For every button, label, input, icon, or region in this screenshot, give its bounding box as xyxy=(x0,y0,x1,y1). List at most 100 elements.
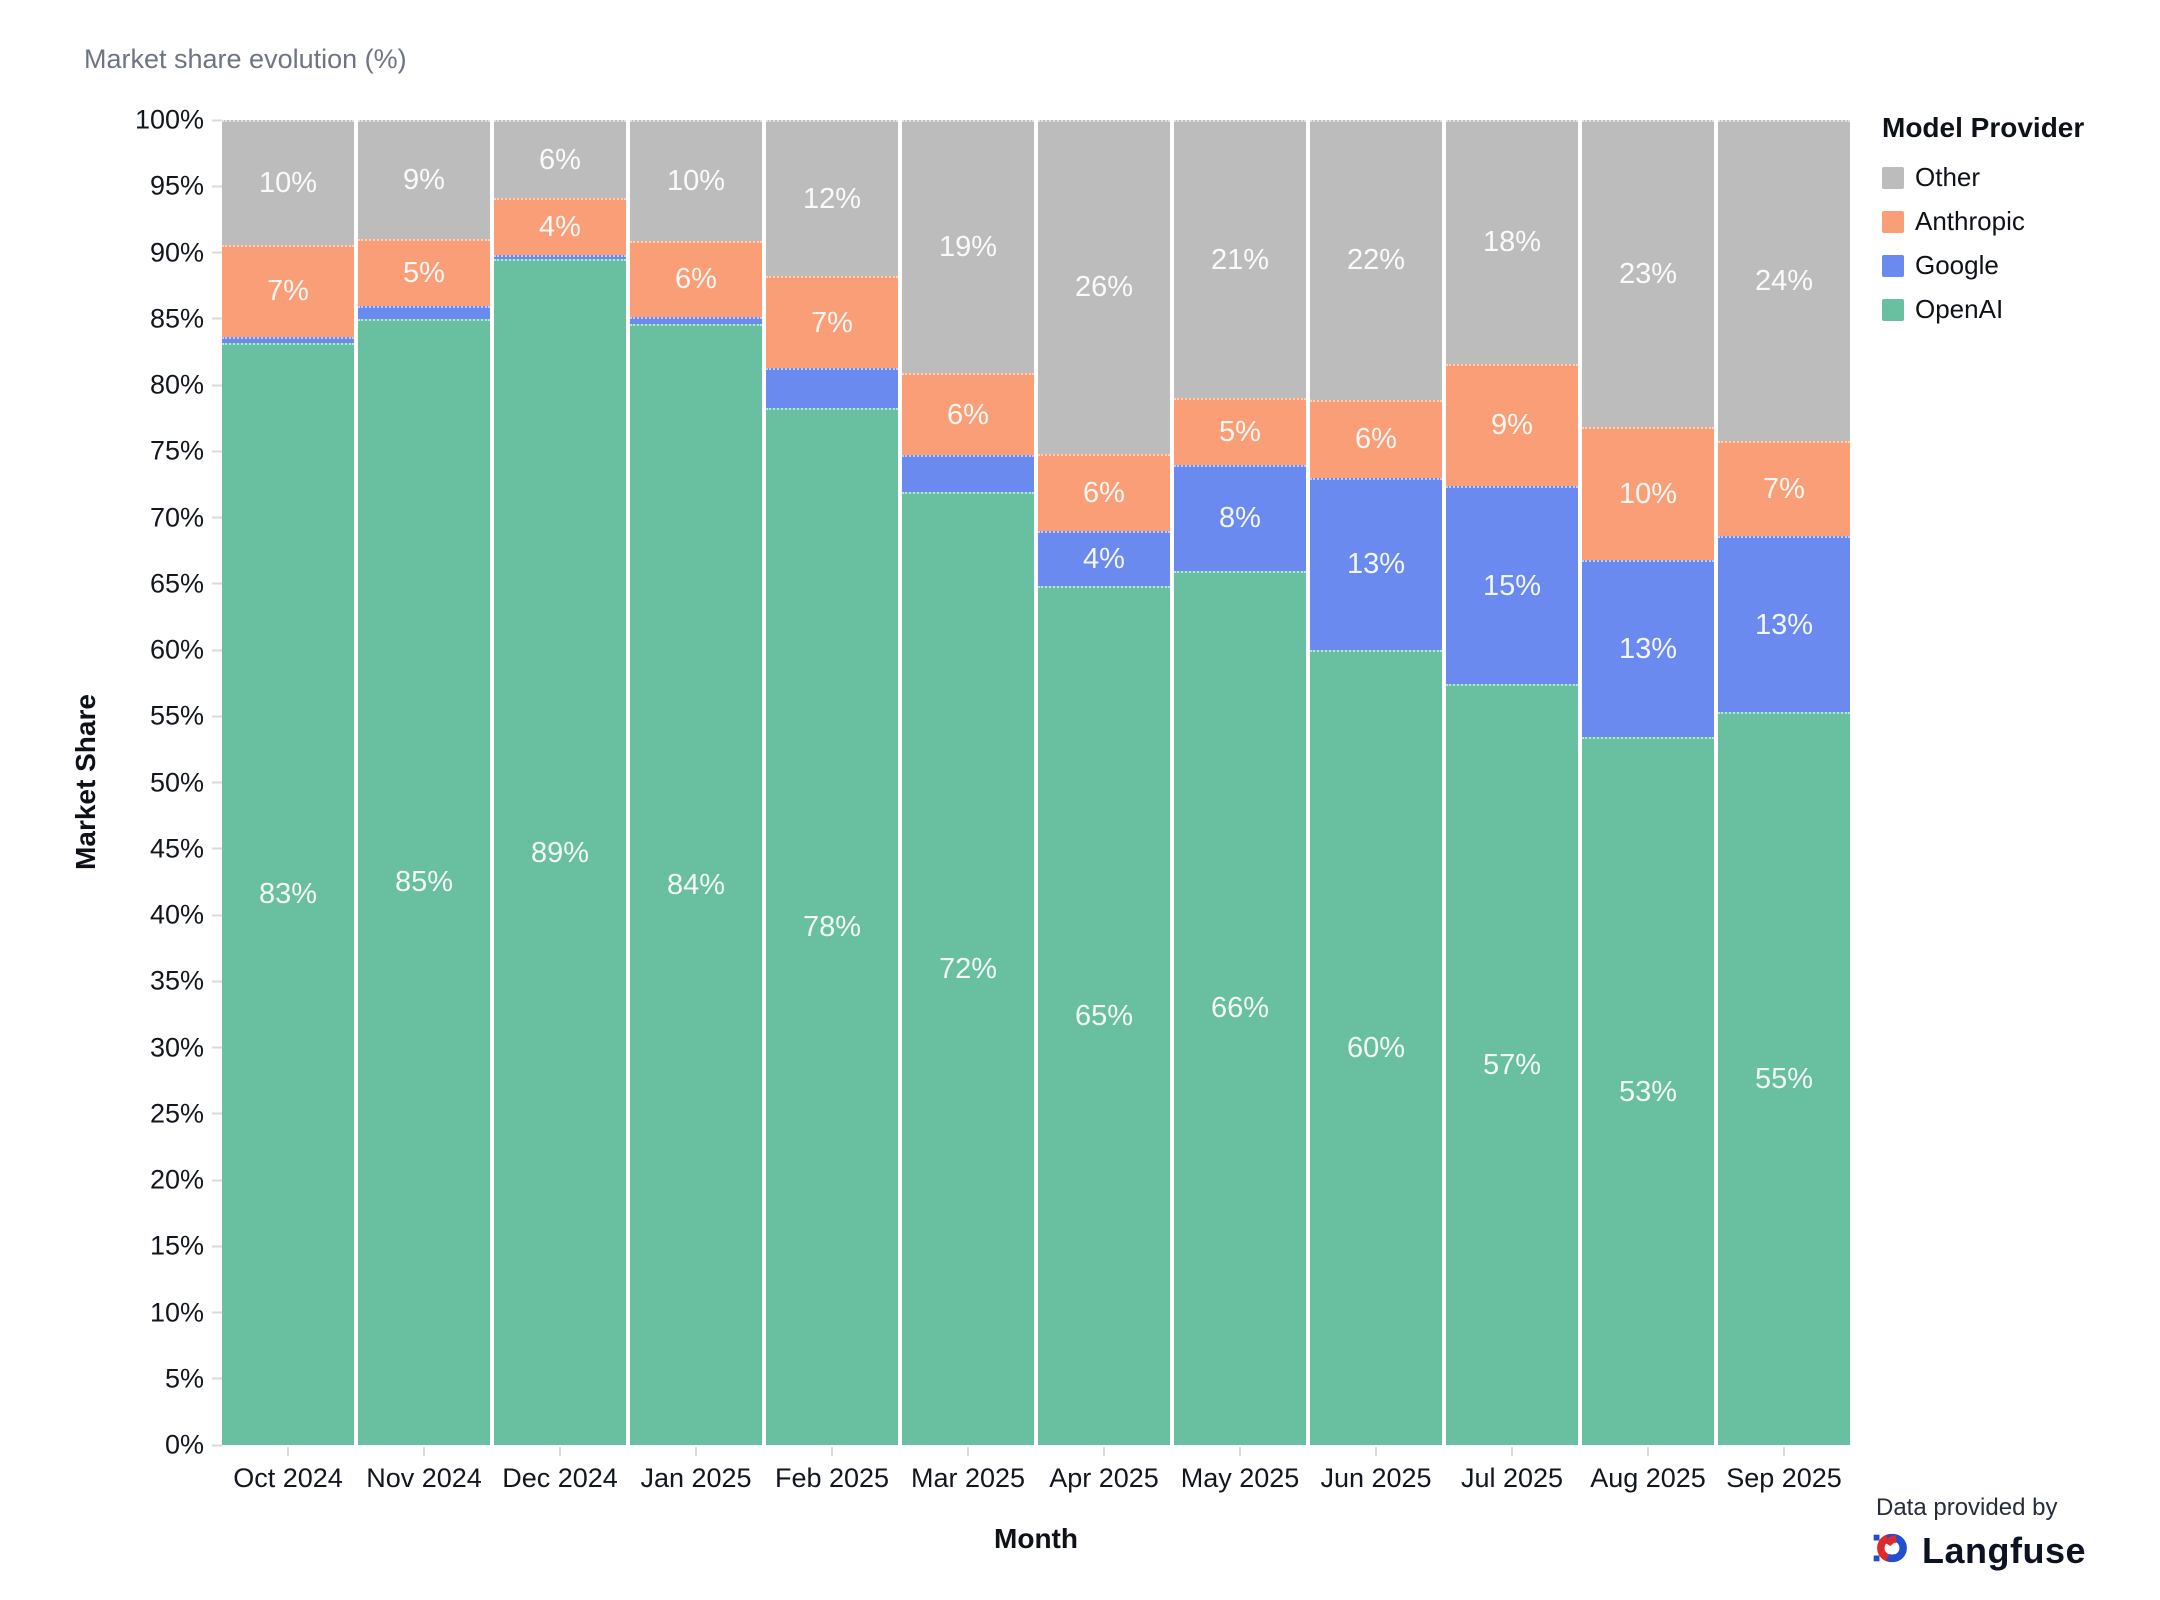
y-tick-label: 45% xyxy=(149,833,204,864)
x-axis: Oct 2024 Nov 2024 Dec 2024 Jan 2025 Feb 2025… xyxy=(222,1447,1850,1494)
x-tick-mark xyxy=(287,1447,289,1456)
segment-openai: 83% xyxy=(222,342,354,1445)
x-tick-mar-2025: Mar 2025 xyxy=(902,1447,1034,1494)
segment-value-label: 9% xyxy=(1491,409,1533,442)
bar-jan-2025: 10% 6% 84% xyxy=(630,120,762,1445)
segment-value-label: 57% xyxy=(1482,1049,1542,1082)
segment-google: 4% xyxy=(1038,530,1170,587)
segment-other: 10% xyxy=(222,120,354,245)
x-tick-mark xyxy=(967,1447,969,1456)
y-tick-mark xyxy=(212,119,222,121)
x-tick-mark xyxy=(1783,1447,1785,1456)
y-tick-65: 65% xyxy=(150,568,222,599)
segment-other: 22% xyxy=(1310,120,1442,400)
segment-value-label: 18% xyxy=(1482,226,1542,259)
segment-value-label: 7% xyxy=(811,306,853,339)
y-tick-label: 10% xyxy=(149,1297,204,1327)
x-tick-label: Jan 2025 xyxy=(640,1463,752,1493)
x-tick-label: Dec 2024 xyxy=(502,1463,618,1493)
y-tick-60: 60% xyxy=(150,635,222,666)
y-tick-label: 35% xyxy=(149,965,204,996)
segment-anthropic: 7% xyxy=(1718,440,1850,537)
y-tick-10: 10% xyxy=(150,1297,222,1328)
segment-other: 10% xyxy=(630,120,762,241)
segment-anthropic: 7% xyxy=(766,276,898,368)
y-tick-mark xyxy=(212,1046,222,1049)
segment-other: 9% xyxy=(358,120,490,240)
segment-other: 18% xyxy=(1446,120,1578,364)
y-tick-mark xyxy=(212,1311,222,1314)
segment-value-label: 23% xyxy=(1618,258,1678,291)
segment-value-label: 22% xyxy=(1346,244,1406,277)
x-tick-label: Oct 2024 xyxy=(233,1463,343,1493)
segment-value-label: 6% xyxy=(947,398,989,431)
segment-google xyxy=(222,337,354,343)
legend-swatch-other xyxy=(1882,166,1904,189)
bar-dec-2024: 6% 4% 89% xyxy=(494,120,626,1445)
x-tick-jan-2025: Jan 2025 xyxy=(630,1447,762,1494)
legend-item-other: Other xyxy=(1882,162,2084,193)
legend: Model Provider Other Anthropic Google OpenA… xyxy=(1882,112,2084,338)
segment-value-label: 13% xyxy=(1618,633,1678,666)
y-tick-mark xyxy=(212,251,222,254)
x-tick-label: May 2025 xyxy=(1180,1463,1300,1493)
y-tick-45: 45% xyxy=(150,833,222,864)
segment-google: 8% xyxy=(1174,464,1306,571)
segment-value-label: 53% xyxy=(1618,1075,1678,1108)
segment-anthropic: 6% xyxy=(1310,399,1442,478)
y-tick-label: 40% xyxy=(149,899,204,930)
y-tick-55: 55% xyxy=(150,701,222,732)
legend-items: Other Anthropic Google OpenAI xyxy=(1882,162,2084,325)
segment-value-label: 6% xyxy=(1355,423,1397,456)
y-tick-label: 55% xyxy=(149,700,204,731)
y-tick-mark xyxy=(212,516,222,519)
y-tick-label: 90% xyxy=(149,237,204,267)
x-tick-oct-2024: Oct 2024 xyxy=(222,1447,354,1494)
segment-value-label: 10% xyxy=(666,164,726,197)
segment-other: 12% xyxy=(766,120,898,277)
segment-value-label: 10% xyxy=(258,166,318,199)
legend-label: Google xyxy=(1915,250,1999,280)
segment-value-label: 7% xyxy=(1763,472,1805,505)
y-tick-mark xyxy=(212,1179,222,1181)
segment-value-label: 13% xyxy=(1346,548,1406,581)
segment-value-label: 4% xyxy=(539,211,581,244)
segment-openai: 65% xyxy=(1038,586,1170,1445)
segment-value-label: 85% xyxy=(394,866,454,899)
y-tick-mark xyxy=(212,317,222,320)
brand-name: Langfuse xyxy=(1922,1529,2087,1571)
x-tick-mark xyxy=(423,1447,425,1456)
x-tick-label: Apr 2025 xyxy=(1049,1463,1159,1493)
y-tick-30: 30% xyxy=(150,1032,222,1063)
y-tick-label: 60% xyxy=(149,634,204,665)
segment-openai: 53% xyxy=(1582,737,1714,1445)
x-tick-label: Jul 2025 xyxy=(1460,1463,1564,1493)
segment-value-label: 26% xyxy=(1074,271,1134,304)
legend-item-anthropic: Anthropic xyxy=(1882,206,2084,237)
segment-anthropic: 10% xyxy=(1582,427,1714,560)
segment-value-label: 6% xyxy=(1083,476,1125,509)
y-tick-mark xyxy=(212,847,222,850)
segment-openai: 84% xyxy=(630,324,762,1445)
x-tick-label: Nov 2024 xyxy=(366,1463,482,1493)
x-tick-mark xyxy=(1103,1447,1105,1456)
segment-value-label: 13% xyxy=(1754,608,1814,641)
x-tick-aug-2025: Aug 2025 xyxy=(1582,1447,1714,1494)
y-tick-label: 95% xyxy=(149,170,204,201)
x-tick-apr-2025: Apr 2025 xyxy=(1038,1447,1170,1494)
x-tick-mark xyxy=(559,1447,561,1456)
legend-swatch-openai xyxy=(1882,298,1904,321)
y-tick-mark xyxy=(212,715,222,718)
y-tick-20: 20% xyxy=(150,1165,222,1196)
y-tick-label: 85% xyxy=(149,303,204,334)
y-tick-label: 15% xyxy=(149,1230,204,1261)
segment-anthropic: 9% xyxy=(1446,363,1578,486)
legend-item-google: Google xyxy=(1882,250,2084,281)
bar-nov-2024: 9% 5% 85% xyxy=(358,120,490,1445)
chart-title: Market share evolution (%) xyxy=(84,44,407,74)
x-tick-feb-2025: Feb 2025 xyxy=(766,1447,898,1494)
x-tick-label: Mar 2025 xyxy=(910,1463,1026,1493)
segment-other: 23% xyxy=(1582,120,1714,428)
y-tick-label: 70% xyxy=(149,502,204,532)
bar-jun-2025: 22% 6% 13% 60% xyxy=(1310,120,1442,1445)
